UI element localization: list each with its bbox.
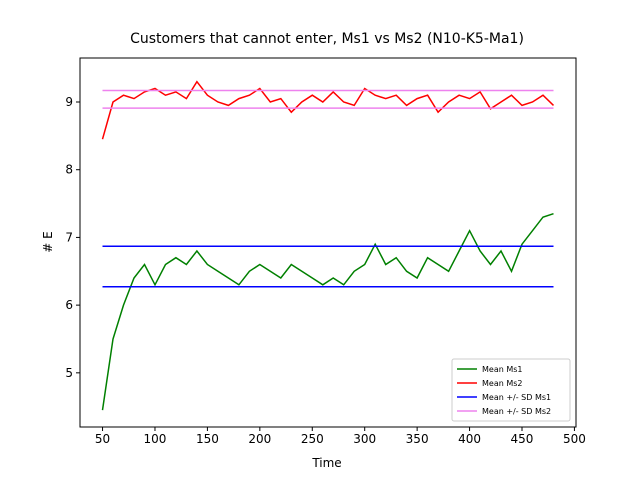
x-tick-label: 150 xyxy=(196,432,219,446)
legend-label: Mean Ms1 xyxy=(482,365,523,374)
series-line xyxy=(101,80,555,140)
legend-box xyxy=(451,358,571,422)
series-line xyxy=(101,212,554,411)
legend-label: Mean +/- SD Ms1 xyxy=(482,393,551,402)
y-tick-label: 5 xyxy=(65,366,73,380)
y-tick-label: 6 xyxy=(65,298,73,312)
chart-title: Customers that cannot enter, Ms1 vs Ms2 … xyxy=(130,31,524,47)
x-tick-label: 400 xyxy=(458,432,481,446)
y-tick-label: 7 xyxy=(65,230,73,244)
x-tick-label: 100 xyxy=(144,432,167,446)
x-tick-label: 300 xyxy=(353,432,376,446)
x-tick-label: 350 xyxy=(406,432,429,446)
legend-label: Mean Ms2 xyxy=(482,379,523,388)
x-tick-label: 50 xyxy=(95,432,110,446)
x-tick-label: 200 xyxy=(248,432,271,446)
x-tick-label: 450 xyxy=(511,432,534,446)
y-tick-label: 8 xyxy=(65,163,73,177)
x-tick-label: 500 xyxy=(563,432,586,446)
x-tick-label: 250 xyxy=(301,432,324,446)
plot-frame xyxy=(79,57,577,428)
y-axis-label: # E xyxy=(41,231,55,252)
x-axis-label: Time xyxy=(311,456,341,470)
y-tick-label: 9 xyxy=(65,95,73,109)
legend-label: Mean +/- SD Ms2 xyxy=(482,407,551,416)
